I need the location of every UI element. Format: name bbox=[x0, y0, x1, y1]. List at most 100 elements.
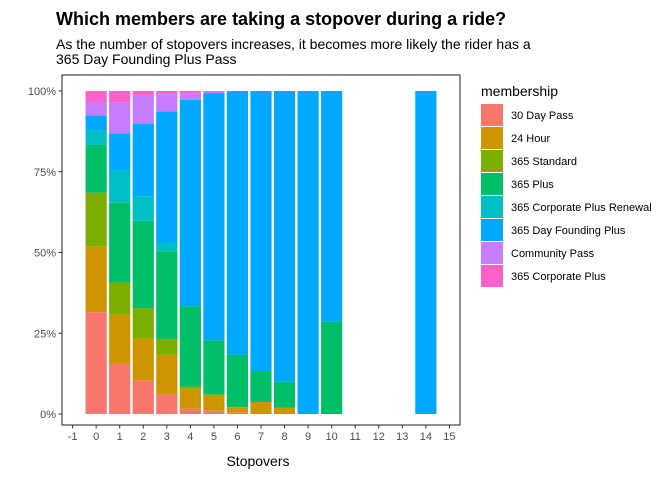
bar-segment-2-365-day-founding-plus bbox=[132, 123, 154, 197]
bar-x-9 bbox=[297, 91, 319, 414]
legend-swatch-365-plus bbox=[481, 173, 503, 195]
bar-segment-10-365-plus bbox=[321, 321, 343, 414]
bar-x-4 bbox=[179, 91, 201, 414]
bar-x-8 bbox=[273, 91, 296, 414]
bar-segment-7-365-day-founding-plus bbox=[250, 91, 272, 372]
bar-segment-0-365-standard bbox=[85, 192, 107, 247]
bars-layer bbox=[85, 91, 437, 414]
y-tick-label: 75% bbox=[34, 167, 56, 179]
legend-title: membership bbox=[481, 83, 558, 99]
bar-segment-1-365-corporate-plus bbox=[109, 91, 131, 103]
x-axis-title: Stopovers bbox=[226, 453, 289, 469]
bar-x-0 bbox=[85, 91, 107, 414]
x-tick-label: 15 bbox=[443, 431, 455, 443]
bar-segment-4-365-day-founding-plus bbox=[179, 99, 201, 307]
bar-segment-2-365-standard bbox=[132, 308, 154, 339]
x-tick-label: 0 bbox=[93, 431, 99, 443]
bar-segment-6-30-day-pass bbox=[226, 412, 249, 414]
bar-segment-3-30-day-pass bbox=[156, 394, 178, 414]
bar-segment-5-365-day-founding-plus bbox=[203, 92, 225, 341]
y-axis: 0% 25% 50% 75% 100% bbox=[28, 86, 62, 421]
bar-segment-6-24-hour bbox=[226, 407, 249, 413]
legend-swatch-24-hour bbox=[481, 127, 503, 149]
bar-segment-0-365-corporate-plus-renewal bbox=[85, 130, 107, 145]
legend-swatch-30-day-pass bbox=[481, 104, 503, 126]
x-tick-label: 10 bbox=[326, 431, 338, 443]
x-tick-label: 3 bbox=[164, 431, 170, 443]
x-axis: -1 0 1 2 3 4 5 6 7 8 9 10 11 12 13 14 15 bbox=[68, 425, 456, 443]
bar-segment-4-365-plus bbox=[179, 306, 201, 387]
bar-segment-0-365-plus bbox=[85, 144, 107, 193]
bar-segment-2-30-day-pass bbox=[132, 380, 154, 414]
bar-segment-1-365-standard bbox=[109, 282, 131, 315]
bar-segment-1-30-day-pass bbox=[109, 363, 131, 414]
bar-x-2 bbox=[132, 91, 154, 414]
bar-x-5 bbox=[203, 91, 225, 414]
bar-segment-5-365-corporate-plus bbox=[203, 91, 225, 92]
legend-label-365-plus: 365 Plus bbox=[511, 179, 554, 191]
bar-segment-5-365-plus bbox=[203, 340, 225, 395]
bar-segment-3-365-corporate-plus-renewal bbox=[156, 242, 178, 252]
bar-segment-4-365-corporate-plus bbox=[179, 91, 201, 94]
bar-x-7 bbox=[250, 91, 272, 414]
bar-segment-2-365-corporate-plus bbox=[132, 91, 154, 96]
bar-segment-4-365-standard bbox=[179, 386, 201, 389]
bar-segment-5-community-pass bbox=[203, 91, 225, 93]
bar-segment-1-365-day-founding-plus bbox=[109, 133, 131, 171]
bar-segment-0-community-pass bbox=[85, 101, 107, 116]
y-tick-label: 25% bbox=[34, 328, 56, 340]
bar-segment-5-365-standard bbox=[203, 394, 225, 396]
legend: membership 30 Day Pass 24 Hour 365 Standar… bbox=[481, 83, 652, 287]
bar-segment-3-community-pass bbox=[156, 94, 178, 112]
x-tick-label: 4 bbox=[187, 431, 193, 443]
bar-segment-4-30-day-pass bbox=[179, 408, 201, 414]
legend-swatch-365-day-founding-plus bbox=[481, 219, 503, 241]
bar-segment-3-365-corporate-plus bbox=[156, 91, 178, 95]
bar-segment-0-365-corporate-plus bbox=[85, 91, 107, 102]
bar-segment-7-365-plus bbox=[250, 371, 272, 403]
bar-segment-5-30-day-pass bbox=[203, 410, 225, 414]
bar-segment-6-365-day-founding-plus bbox=[226, 91, 249, 355]
bar-segment-4-24-hour bbox=[179, 388, 201, 409]
chart-subtitle: As the number of stopovers increases, it… bbox=[56, 37, 576, 67]
legend-label-30-day-pass: 30 Day Pass bbox=[511, 110, 574, 122]
chart-subtitle-line-1: As the number of stopovers increases, it… bbox=[56, 36, 531, 52]
bar-segment-8-24-hour bbox=[273, 407, 296, 414]
x-tick-label: 6 bbox=[234, 431, 240, 443]
x-tick-label: 14 bbox=[420, 431, 432, 443]
bar-x-6 bbox=[226, 91, 249, 414]
bar-segment-0-365-day-founding-plus bbox=[85, 115, 107, 131]
x-tick-label: -1 bbox=[68, 431, 78, 443]
bar-segment-1-365-plus bbox=[109, 202, 131, 283]
bar-segment-6-365-plus bbox=[226, 354, 249, 408]
bar-segment-9-365-day-founding-plus bbox=[297, 91, 319, 414]
bar-segment-8-365-day-founding-plus bbox=[273, 91, 296, 382]
bar-x-14 bbox=[415, 91, 437, 414]
x-tick-label: 11 bbox=[349, 431, 360, 443]
bar-segment-0-24-hour bbox=[85, 246, 107, 313]
legend-label-365-day-founding-plus: 365 Day Founding Plus bbox=[511, 225, 626, 237]
legend-swatch-community-pass bbox=[481, 242, 503, 264]
x-tick-label: 9 bbox=[305, 431, 311, 443]
bar-segment-2-365-corporate-plus-renewal bbox=[132, 196, 154, 221]
bar-segment-3-365-standard bbox=[156, 339, 178, 355]
bar-x-10 bbox=[321, 91, 343, 414]
bar-segment-5-24-hour bbox=[203, 395, 225, 411]
x-tick-label: 2 bbox=[140, 431, 146, 443]
chart-title: Which members are taking a stopover duri… bbox=[56, 9, 507, 29]
bar-segment-3-365-plus bbox=[156, 251, 178, 340]
y-tick-label: 100% bbox=[28, 86, 56, 98]
bar-segment-3-365-day-founding-plus bbox=[156, 111, 178, 243]
legend-swatch-365-corporate-plus-renewal bbox=[481, 196, 503, 218]
bar-segment-2-365-plus bbox=[132, 220, 154, 309]
x-tick-label: 8 bbox=[281, 431, 287, 443]
legend-label-365-corporate-plus-renewal: 365 Corporate Plus Renewal bbox=[511, 202, 652, 214]
x-tick-label: 7 bbox=[258, 431, 264, 443]
bar-segment-2-community-pass bbox=[132, 95, 154, 124]
bar-segment-10-365-day-founding-plus bbox=[321, 91, 343, 322]
x-tick-label: 13 bbox=[396, 431, 408, 443]
bar-segment-14-365-day-founding-plus bbox=[415, 91, 437, 414]
bar-segment-2-24-hour bbox=[132, 338, 154, 381]
legend-label-365-corporate-plus: 365 Corporate Plus bbox=[511, 271, 606, 283]
